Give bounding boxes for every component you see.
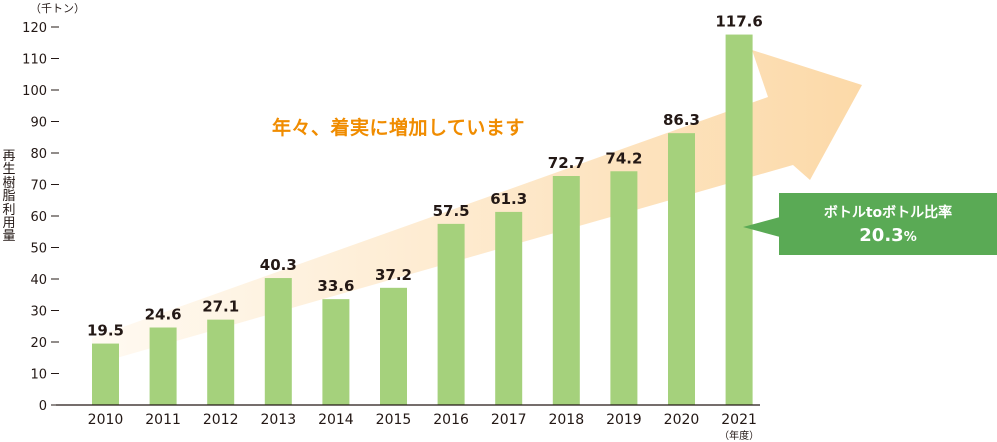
callout-value: 20.3 bbox=[859, 225, 904, 246]
data-label-2019: 74.2 bbox=[605, 149, 642, 167]
data-label-2020: 86.3 bbox=[663, 111, 700, 129]
data-label-2018: 72.7 bbox=[548, 154, 585, 172]
data-label-2010: 19.5 bbox=[87, 322, 124, 340]
x-tick-label-2016: 2016 bbox=[433, 412, 469, 428]
y-tick-label-10: 10 bbox=[30, 368, 47, 383]
y-tick-label-40: 40 bbox=[30, 273, 47, 288]
bar-2011 bbox=[149, 327, 177, 405]
callout-value-line: 20.3% bbox=[779, 225, 997, 246]
y-tick-label-0: 0 bbox=[39, 399, 47, 414]
data-label-2021: 117.6 bbox=[715, 13, 762, 31]
callout-title: ボトルtoボトル比率 bbox=[823, 205, 953, 221]
x-tick-label-2012: 2012 bbox=[203, 412, 239, 428]
x-tick-label-2017: 2017 bbox=[491, 412, 527, 428]
data-label-2017: 61.3 bbox=[490, 190, 527, 208]
y-tick-label-60: 60 bbox=[30, 210, 47, 225]
y-tick-label-50: 50 bbox=[30, 242, 47, 257]
y-tick-label-100: 100 bbox=[22, 84, 47, 99]
bar-2020 bbox=[668, 133, 695, 405]
x-tick-label-2011: 2011 bbox=[145, 412, 181, 428]
bar-2016 bbox=[437, 223, 465, 405]
bar-2012 bbox=[207, 319, 235, 405]
x-tick-label-2020: 2020 bbox=[664, 412, 700, 428]
x-tick-label-2021: 2021 bbox=[721, 412, 757, 428]
bar-2014 bbox=[322, 299, 350, 405]
bar-2015 bbox=[380, 287, 407, 405]
y-axis-title: 再生樹脂利用量 bbox=[2, 149, 16, 245]
callout-unit: % bbox=[903, 230, 917, 245]
x-tick-label-2018: 2018 bbox=[548, 412, 584, 428]
y-tick-label-70: 70 bbox=[30, 179, 47, 194]
x-tick-label-2010: 2010 bbox=[88, 412, 124, 428]
data-label-2014: 33.6 bbox=[317, 277, 354, 295]
x-tick-label-2015: 2015 bbox=[376, 412, 412, 428]
bar-2017 bbox=[495, 211, 523, 405]
bar-2010 bbox=[92, 343, 119, 405]
y-tick-label-80: 80 bbox=[30, 147, 47, 162]
tagline: 年々、着実に増加しています bbox=[272, 117, 525, 139]
data-label-2015: 37.2 bbox=[375, 266, 412, 284]
y-tick-label-30: 30 bbox=[30, 305, 47, 320]
y-tick-label-20: 20 bbox=[30, 336, 47, 351]
bar-2013 bbox=[264, 278, 292, 405]
x-tick-label-2014: 2014 bbox=[318, 412, 354, 428]
x-tick-label-2019: 2019 bbox=[606, 412, 642, 428]
data-label-2016: 57.5 bbox=[433, 202, 470, 220]
bar-2018 bbox=[552, 175, 580, 405]
data-label-2012: 27.1 bbox=[202, 298, 239, 316]
y-tick-label-120: 120 bbox=[22, 21, 47, 36]
x-unit-label: （年度） bbox=[719, 429, 759, 442]
data-label-2011: 24.6 bbox=[145, 306, 182, 324]
y-unit-label: （千トン） bbox=[30, 2, 85, 15]
x-tick-label-2013: 2013 bbox=[260, 412, 296, 428]
bottle-to-bottle-callout: ボトルtoボトル比率 20.3% bbox=[779, 193, 997, 255]
bar-2019 bbox=[610, 171, 638, 405]
data-label-2013: 40.3 bbox=[260, 256, 297, 274]
y-tick-label-110: 110 bbox=[22, 53, 47, 68]
callout-pointer bbox=[743, 217, 780, 237]
y-tick-label-90: 90 bbox=[30, 116, 47, 131]
